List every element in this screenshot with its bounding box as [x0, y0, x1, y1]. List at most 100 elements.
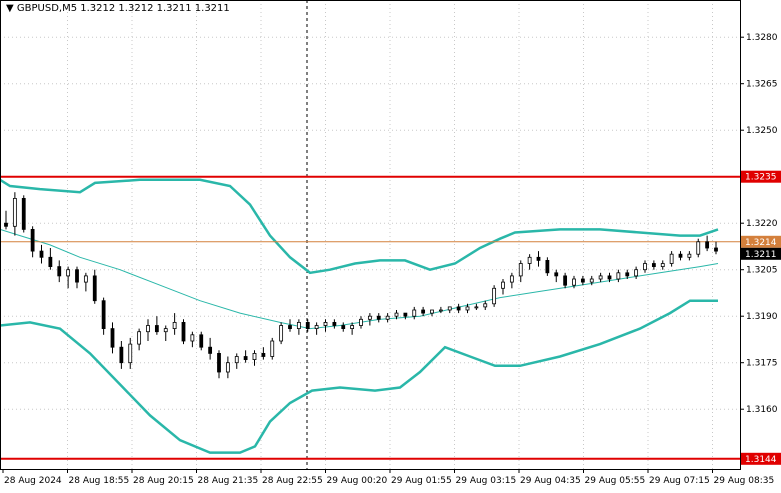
candle-body [48, 256, 53, 267]
candle-body [199, 334, 204, 348]
candle-body [438, 309, 443, 312]
candle [385, 313, 390, 323]
candle [154, 316, 159, 335]
candle [580, 275, 585, 286]
candle [430, 309, 434, 317]
candle-body [634, 269, 639, 277]
candle [421, 306, 426, 317]
candle [101, 297, 106, 335]
candle-body [696, 241, 701, 255]
candle [669, 251, 674, 267]
candle [75, 266, 79, 289]
candle-body [589, 278, 594, 283]
y-tick-label: 1.3280 [746, 33, 778, 43]
candle-body [403, 312, 408, 317]
candle-body [359, 318, 363, 326]
candle [367, 313, 372, 326]
candle-body [57, 266, 62, 277]
x-tick-label: 28 Aug 20:15 [133, 476, 194, 486]
candle-body [323, 321, 328, 326]
candle [181, 319, 186, 345]
symbol-arrow-icon[interactable]: ▼ [6, 3, 14, 14]
candle-body [421, 309, 426, 314]
candle [518, 260, 523, 283]
candle [643, 260, 647, 273]
candle [359, 316, 363, 329]
candle [625, 269, 630, 279]
candle [545, 257, 550, 276]
x-tick-label: 29 Aug 04:35 [520, 476, 581, 486]
candle [465, 303, 470, 314]
candle-body [208, 346, 213, 354]
candle-body [190, 334, 195, 342]
candle-body [669, 253, 674, 264]
candle-body [660, 263, 665, 267]
candle-body [119, 346, 124, 364]
candle-body [545, 259, 550, 274]
ohlc-values: 1.3212 1.3212 1.3211 1.3211 [80, 3, 230, 14]
bollinger-middle-line [0, 228, 719, 330]
candle-body [243, 356, 248, 360]
candle-body [314, 325, 319, 329]
candle-body [296, 321, 301, 329]
plot-frame [0, 0, 741, 470]
level-price-tag [741, 170, 781, 183]
candle [305, 319, 310, 332]
x-tick-label: 29 Aug 03:15 [456, 476, 517, 486]
candle-body [75, 269, 79, 283]
candle [572, 275, 576, 289]
candle-body [225, 362, 230, 373]
x-tick-label: 29 Aug 05:55 [585, 476, 646, 486]
candle [48, 248, 53, 270]
candle [296, 319, 301, 335]
candle [225, 356, 230, 379]
candle-body [456, 306, 461, 311]
candle [21, 195, 26, 233]
candle [341, 322, 346, 332]
x-tick-label: 28 Aug 18:55 [69, 476, 130, 486]
y-tick-label: 1.3205 [746, 266, 778, 276]
candle [190, 331, 195, 348]
candle-body [643, 263, 647, 271]
x-tick-label: 28 Aug 2024 [4, 476, 62, 486]
candle-body [341, 325, 346, 329]
candle [527, 254, 532, 270]
candle-body [527, 256, 532, 264]
price-levels: 1.3235 1.3144 1.3214 1.3211 [0, 170, 781, 465]
y-tick-label: 1.3160 [746, 405, 778, 415]
candle [4, 210, 8, 230]
candle [678, 251, 683, 261]
candle-body [137, 331, 142, 345]
candle [447, 306, 452, 314]
candle [83, 272, 88, 292]
candle [12, 192, 17, 236]
candle-body [217, 352, 221, 373]
candle-body [430, 309, 434, 314]
candle [598, 272, 603, 283]
candle [39, 244, 44, 264]
candle-body [279, 325, 284, 342]
candle-body [154, 325, 159, 333]
candle [687, 251, 692, 261]
candle-body [518, 263, 523, 277]
candle-body [412, 309, 417, 317]
candle [243, 350, 248, 363]
y-tick-label: 1.3265 [746, 80, 778, 90]
candle-body [447, 306, 452, 311]
candle-body [163, 328, 168, 333]
candle [492, 285, 497, 307]
candle [651, 260, 656, 270]
candle [456, 303, 461, 314]
candle-body [509, 275, 514, 283]
candle [261, 347, 266, 360]
candle [57, 260, 62, 283]
candle-body [394, 312, 399, 317]
level-price-tag [741, 452, 781, 465]
candle-body [474, 306, 479, 309]
candle-body [128, 343, 133, 364]
candle-body [234, 356, 239, 364]
candle [705, 235, 710, 252]
